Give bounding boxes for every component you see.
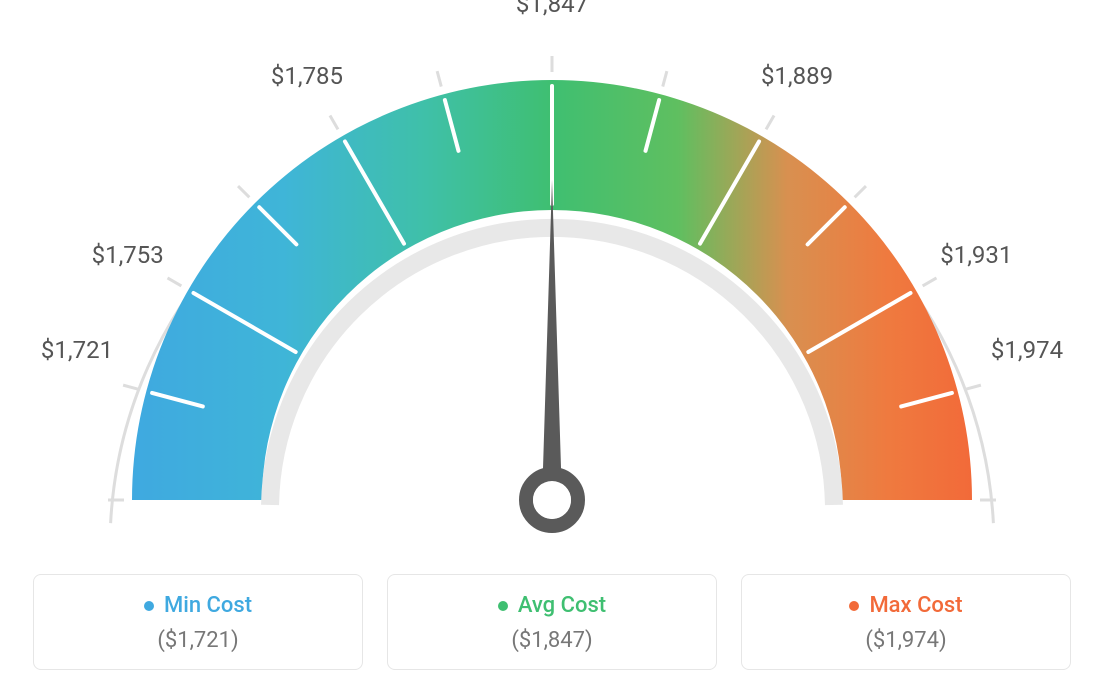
legend-dot-max: [849, 601, 859, 611]
gauge-tick-label: $1,889: [761, 62, 833, 90]
legend-card-min: Min Cost ($1,721): [33, 574, 363, 670]
legend-title-max: Max Cost: [849, 593, 962, 618]
legend-label-min: Min Cost: [164, 593, 252, 618]
gauge-tick-label: $1,721: [41, 336, 113, 364]
gauge-tick-label: $1,974: [991, 336, 1063, 364]
gauge-svg: [0, 0, 1104, 560]
legend-title-min: Min Cost: [144, 593, 252, 618]
gauge-tick-label: $1,785: [271, 62, 343, 90]
gauge-chart: $1,721 $1,753 $1,785 $1,847 $1,889 $1,931 $1,9…: [0, 0, 1104, 560]
legend-card-avg: Avg Cost ($1,847): [387, 574, 717, 670]
gauge-tick-label: $1,753: [92, 241, 164, 269]
legend-value-max: ($1,974): [754, 628, 1058, 653]
legend-dot-min: [144, 601, 154, 611]
legend-label-avg: Avg Cost: [518, 593, 606, 618]
legend-row: Min Cost ($1,721) Avg Cost ($1,847) Max …: [0, 574, 1104, 670]
legend-value-avg: ($1,847): [400, 628, 704, 653]
legend-label-max: Max Cost: [869, 593, 962, 618]
legend-value-min: ($1,721): [46, 628, 350, 653]
gauge-tick-label: $1,847: [516, 0, 588, 18]
legend-card-max: Max Cost ($1,974): [741, 574, 1071, 670]
gauge-tick-label: $1,931: [940, 241, 1012, 269]
legend-dot-avg: [498, 601, 508, 611]
legend-title-avg: Avg Cost: [498, 593, 606, 618]
